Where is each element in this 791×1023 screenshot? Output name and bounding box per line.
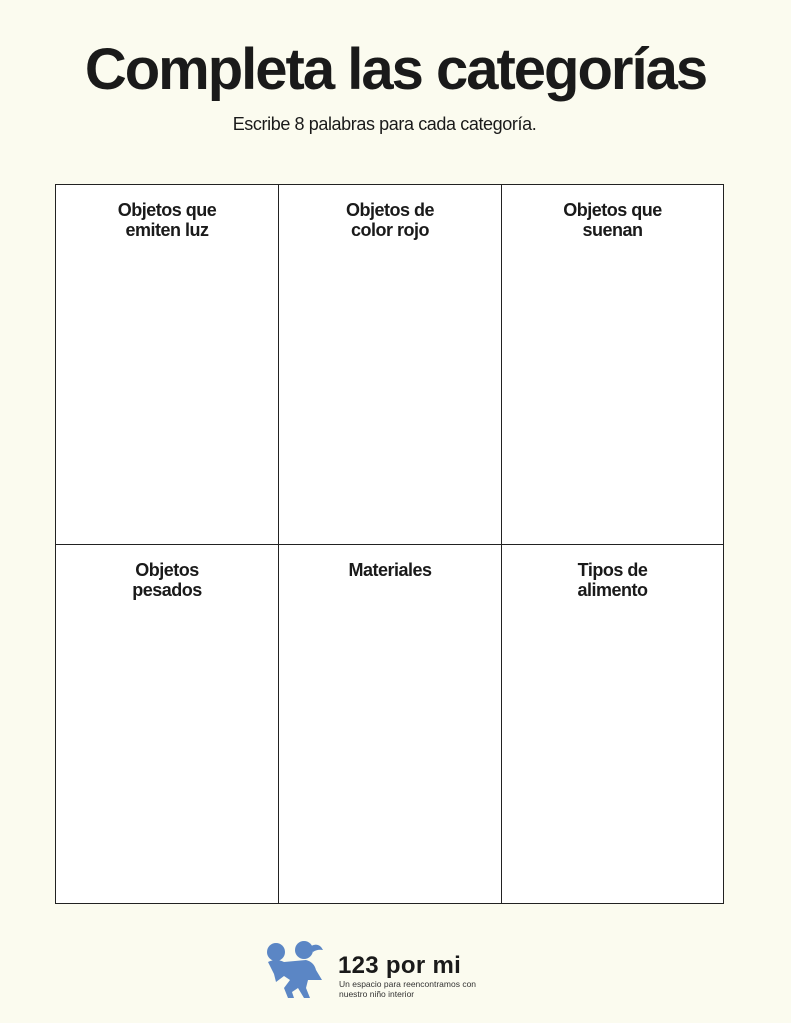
category-label: Objetos pesados bbox=[132, 560, 202, 600]
category-label: Objetos que emiten luz bbox=[117, 200, 217, 240]
instructions: Escribe 8 palabras para cada categoría. bbox=[232, 114, 537, 134]
category-label: Materiales bbox=[348, 560, 432, 580]
category-cell[interactable]: Objetos de color rojo bbox=[279, 185, 502, 545]
brand-logo: 123 por mi Un espacio para reencontramos… bbox=[264, 940, 504, 1000]
category-cell[interactable]: Tipos de alimento bbox=[502, 545, 723, 903]
category-cell[interactable]: Objetos que emiten luz bbox=[56, 185, 279, 545]
brand-name: 123 por mi bbox=[338, 952, 462, 979]
brand-tagline: Un espacio para reencontramos con nuestr… bbox=[339, 979, 477, 999]
category-label: Objetos de color rojo bbox=[345, 200, 435, 240]
category-grid: Objetos que emiten luz Objetos de color … bbox=[55, 184, 724, 904]
category-cell[interactable]: Materiales bbox=[279, 545, 502, 903]
page-title: Completa las categorías bbox=[84, 37, 708, 102]
category-cell[interactable]: Objetos pesados bbox=[56, 545, 279, 903]
category-label: Objetos que suenan bbox=[563, 200, 662, 240]
children-playing-icon bbox=[267, 941, 323, 998]
category-cell[interactable]: Objetos que suenan bbox=[502, 185, 723, 545]
category-label: Tipos de alimento bbox=[577, 560, 648, 600]
